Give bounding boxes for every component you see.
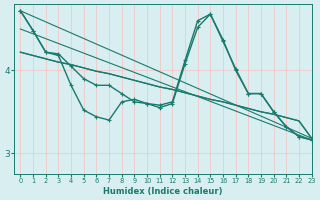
X-axis label: Humidex (Indice chaleur): Humidex (Indice chaleur) (103, 187, 223, 196)
